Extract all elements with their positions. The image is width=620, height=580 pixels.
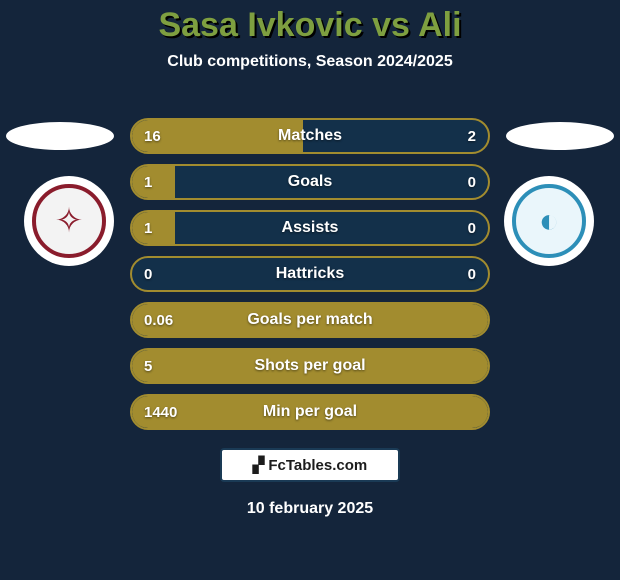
fctables-logo-icon: ▞ [253,456,265,474]
club-right-glyph-icon: ◐ [539,202,560,241]
stat-row: Shots per goal5 [130,348,490,384]
title-player-right: Ali [418,6,461,44]
snapshot-date: 10 february 2025 [0,500,620,518]
club-left-glyph-icon: ✧ [55,201,84,241]
stat-bar-track [130,164,490,200]
stat-bar-fill [132,304,488,336]
stat-bar-fill [132,212,175,244]
stat-row: Goals10 [130,164,490,200]
title-vs: vs [363,6,418,44]
stat-bar-fill [132,120,303,152]
stat-bar-track [130,348,490,384]
stat-bar-track [130,256,490,292]
stat-bar-track [130,394,490,430]
stat-bar-fill [132,396,488,428]
stat-bar-track [130,302,490,338]
comparison-title: Sasa Ivkovic vs Ali [0,0,620,45]
player-right-photo-placeholder [506,122,614,150]
stat-row: Hattricks00 [130,256,490,292]
stats-bars-container: Matches162 Goals10 Assists10 Hattricks00 Goa… [130,118,490,440]
stat-bar-fill [132,350,488,382]
stat-bar-track [130,210,490,246]
club-crest-right-icon: ◐ [512,184,586,258]
stat-row: Goals per match0.06 [130,302,490,338]
club-crest-left-icon: ✧ [32,184,106,258]
stat-bar-track [130,118,490,154]
player-left-club-badge: ✧ [24,176,114,266]
brand-text: FcTables.com [268,457,367,474]
player-left-photo-placeholder [6,122,114,150]
player-right-club-badge: ◐ [504,176,594,266]
comparison-subtitle: Club competitions, Season 2024/2025 [0,53,620,71]
stat-row: Min per goal1440 [130,394,490,430]
stat-bar-fill [132,166,175,198]
watermark-brand: ▞ FcTables.com [220,448,400,482]
stat-row: Matches162 [130,118,490,154]
title-player-left: Sasa Ivkovic [158,6,362,44]
stat-row: Assists10 [130,210,490,246]
